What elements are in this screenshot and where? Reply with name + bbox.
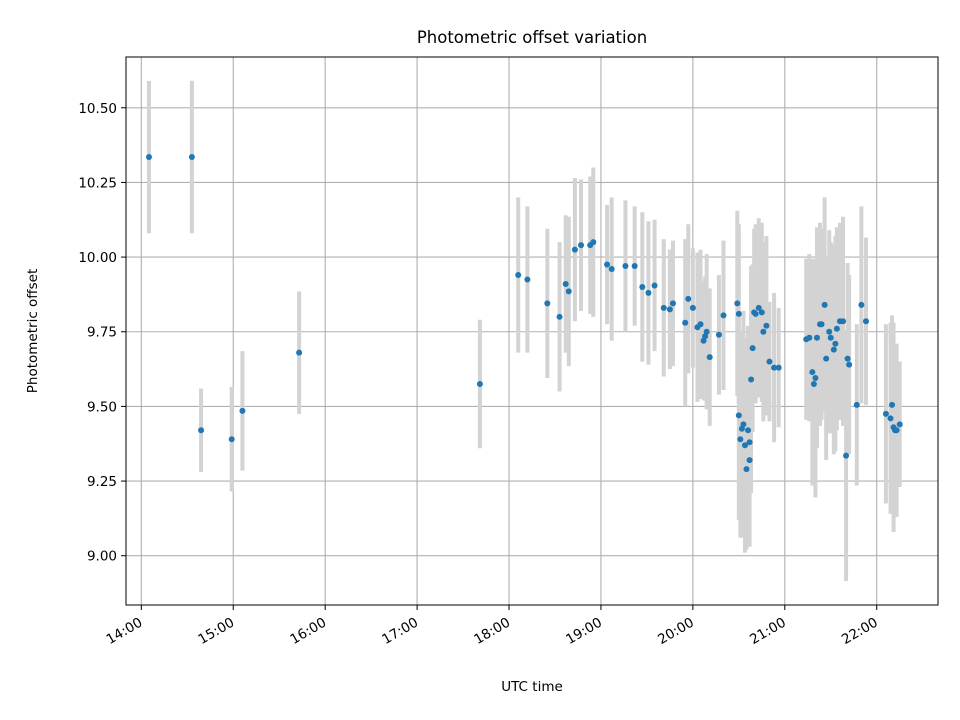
y-tick-label: 9.25 (87, 474, 117, 490)
x-axis-label: UTC time (501, 679, 563, 695)
y-tick-label: 9.00 (87, 549, 117, 565)
data-point (823, 355, 830, 362)
data-point (810, 381, 817, 388)
data-point (812, 375, 819, 382)
data-point (858, 301, 865, 308)
data-point (746, 439, 753, 446)
data-point (758, 309, 765, 316)
data-point (832, 340, 839, 347)
y-tick-label: 10.25 (78, 175, 117, 191)
data-point (645, 289, 652, 296)
data-point (749, 345, 756, 352)
data-point (821, 301, 828, 308)
data-point (843, 452, 850, 459)
data-point (631, 263, 638, 270)
y-tick-label: 10.50 (78, 101, 117, 117)
data-point (239, 407, 246, 414)
data-point (771, 364, 778, 371)
data-point (604, 261, 611, 268)
data-point (763, 322, 770, 329)
data-point (766, 358, 773, 365)
data-point (806, 334, 813, 341)
data-point (515, 272, 522, 279)
data-point (743, 466, 750, 473)
axes-frame (125, 56, 939, 606)
data-point (689, 304, 696, 311)
y-axis-label: Photometric offset (25, 269, 41, 393)
data-point (571, 246, 578, 253)
data-point (746, 457, 753, 464)
data-point (827, 334, 834, 341)
data-point (145, 154, 152, 161)
data-point (578, 242, 585, 249)
data-point (840, 318, 847, 325)
y-tick-label: 10.00 (78, 250, 117, 266)
data-point (745, 427, 752, 434)
data-point (556, 313, 563, 320)
data-point (826, 328, 833, 335)
data-point (896, 421, 903, 428)
data-point (565, 288, 572, 295)
data-point (813, 334, 820, 341)
data-point (622, 263, 629, 270)
data-point (760, 328, 767, 335)
data-point (752, 310, 759, 317)
data-point (669, 300, 676, 307)
y-tick-label: 9.50 (87, 399, 117, 415)
data-point (666, 306, 673, 313)
data-point (809, 369, 816, 376)
data-point (853, 401, 860, 408)
data-point (682, 319, 689, 326)
data-point (188, 154, 195, 161)
data-point (830, 346, 837, 353)
data-point (862, 318, 869, 325)
data-point (562, 280, 569, 287)
data-point (755, 304, 762, 311)
data-point (608, 266, 615, 273)
data-point (706, 354, 713, 361)
data-point (893, 427, 900, 434)
y-tick-label: 9.75 (87, 325, 117, 341)
data-point (741, 442, 748, 449)
data-point (660, 304, 667, 311)
data-point (720, 312, 727, 319)
data-point (651, 282, 658, 289)
data-point (737, 436, 744, 443)
chart-title: Photometric offset variation (417, 28, 647, 47)
data-point (846, 361, 853, 368)
data-point (198, 427, 205, 434)
data-point (833, 325, 840, 332)
data-point (818, 321, 825, 328)
data-point (735, 412, 742, 419)
data-points (145, 154, 903, 473)
data-point (703, 328, 710, 335)
data-point (844, 355, 851, 362)
data-point (882, 410, 889, 417)
data-point (735, 310, 742, 317)
data-point (590, 239, 597, 246)
data-point (887, 415, 894, 422)
data-point (775, 364, 782, 371)
data-point (228, 436, 235, 443)
data-point (734, 300, 741, 307)
data-point (697, 321, 704, 328)
data-point (476, 381, 483, 388)
data-point (544, 300, 551, 307)
y-axis-ticks: 9.00 9.25 9.50 9.75 10.00 10.25 10.50 (78, 101, 126, 565)
data-point (889, 401, 896, 408)
data-point (685, 295, 692, 302)
data-point (296, 349, 303, 356)
plot-area (126, 57, 938, 605)
data-point (748, 376, 755, 383)
data-point (715, 331, 722, 338)
data-point (524, 276, 531, 283)
data-point (639, 283, 646, 290)
data-point (740, 421, 747, 428)
